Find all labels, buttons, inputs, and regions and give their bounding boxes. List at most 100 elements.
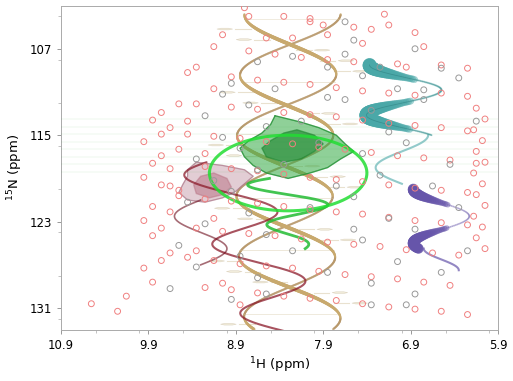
Point xyxy=(192,225,201,231)
Point xyxy=(306,19,314,25)
Point xyxy=(192,156,201,162)
Point xyxy=(385,215,393,221)
Point xyxy=(166,125,174,131)
Point xyxy=(236,261,244,267)
Polygon shape xyxy=(240,116,354,178)
Point xyxy=(280,13,288,19)
Point xyxy=(192,248,201,254)
Point xyxy=(437,220,445,226)
Point xyxy=(367,274,376,280)
Point xyxy=(166,183,174,189)
Point xyxy=(280,79,288,85)
Point xyxy=(253,167,262,173)
Point xyxy=(402,140,410,146)
Point xyxy=(297,54,305,61)
Point xyxy=(402,302,410,308)
Point xyxy=(306,16,314,22)
Point xyxy=(166,209,174,215)
Point xyxy=(411,306,419,312)
Point xyxy=(280,203,288,210)
Point xyxy=(332,209,341,215)
Point xyxy=(148,203,156,210)
Point xyxy=(385,120,393,126)
Point xyxy=(359,117,367,123)
Point xyxy=(227,287,235,293)
Point xyxy=(219,91,227,97)
Point xyxy=(385,304,393,310)
Point xyxy=(380,11,388,17)
Point xyxy=(219,228,227,234)
Point xyxy=(253,290,262,296)
Point xyxy=(227,296,235,303)
Point xyxy=(437,308,445,314)
Point xyxy=(385,182,393,188)
Point xyxy=(184,254,192,260)
Point xyxy=(411,122,419,128)
Point xyxy=(323,269,331,275)
Point xyxy=(201,196,209,202)
Point xyxy=(227,188,235,194)
Point xyxy=(184,199,192,205)
Point xyxy=(472,192,480,198)
Point xyxy=(148,117,156,123)
Point xyxy=(245,13,253,19)
Point xyxy=(262,139,270,145)
Y-axis label: $^{15}$N (ppm): $^{15}$N (ppm) xyxy=(6,134,25,201)
Point xyxy=(411,226,419,232)
Point xyxy=(359,73,367,79)
Point xyxy=(227,104,235,110)
Point xyxy=(210,215,218,221)
Point xyxy=(280,293,288,299)
Point xyxy=(175,101,183,107)
Point xyxy=(271,51,279,57)
Point xyxy=(469,127,478,133)
Polygon shape xyxy=(179,162,253,202)
Point xyxy=(411,46,419,52)
Point xyxy=(385,90,393,96)
Point xyxy=(175,187,183,193)
Point xyxy=(332,176,341,182)
Point xyxy=(253,77,262,83)
Point xyxy=(420,43,428,50)
Point xyxy=(192,64,201,70)
Point xyxy=(201,285,209,291)
Point xyxy=(245,231,253,237)
Point xyxy=(210,86,218,92)
Point xyxy=(262,291,270,297)
Point xyxy=(306,295,314,301)
Point xyxy=(385,129,393,135)
Point xyxy=(350,194,358,200)
Point xyxy=(367,302,376,308)
Point xyxy=(455,252,463,258)
Point xyxy=(323,32,331,38)
Point xyxy=(472,118,480,124)
Point xyxy=(446,157,454,163)
Point xyxy=(463,312,471,318)
Point xyxy=(481,246,489,252)
Point xyxy=(288,265,297,271)
Point xyxy=(411,185,419,191)
Point xyxy=(271,233,279,239)
Point xyxy=(157,109,165,115)
Point xyxy=(376,243,384,250)
Point xyxy=(140,265,148,271)
Point xyxy=(350,24,358,30)
Point xyxy=(314,140,323,146)
Point xyxy=(219,32,227,38)
Point xyxy=(472,235,480,241)
Point xyxy=(288,141,297,147)
Point xyxy=(428,250,437,256)
Point xyxy=(437,62,445,68)
Point xyxy=(236,135,244,141)
Point xyxy=(157,225,165,231)
Point xyxy=(341,96,349,102)
Point xyxy=(227,74,235,80)
Polygon shape xyxy=(194,173,231,198)
Point xyxy=(359,179,367,185)
Point xyxy=(393,259,402,265)
Point xyxy=(469,170,478,176)
Point xyxy=(306,112,314,118)
Point xyxy=(420,279,428,285)
Point xyxy=(376,172,384,178)
Point xyxy=(306,174,314,180)
